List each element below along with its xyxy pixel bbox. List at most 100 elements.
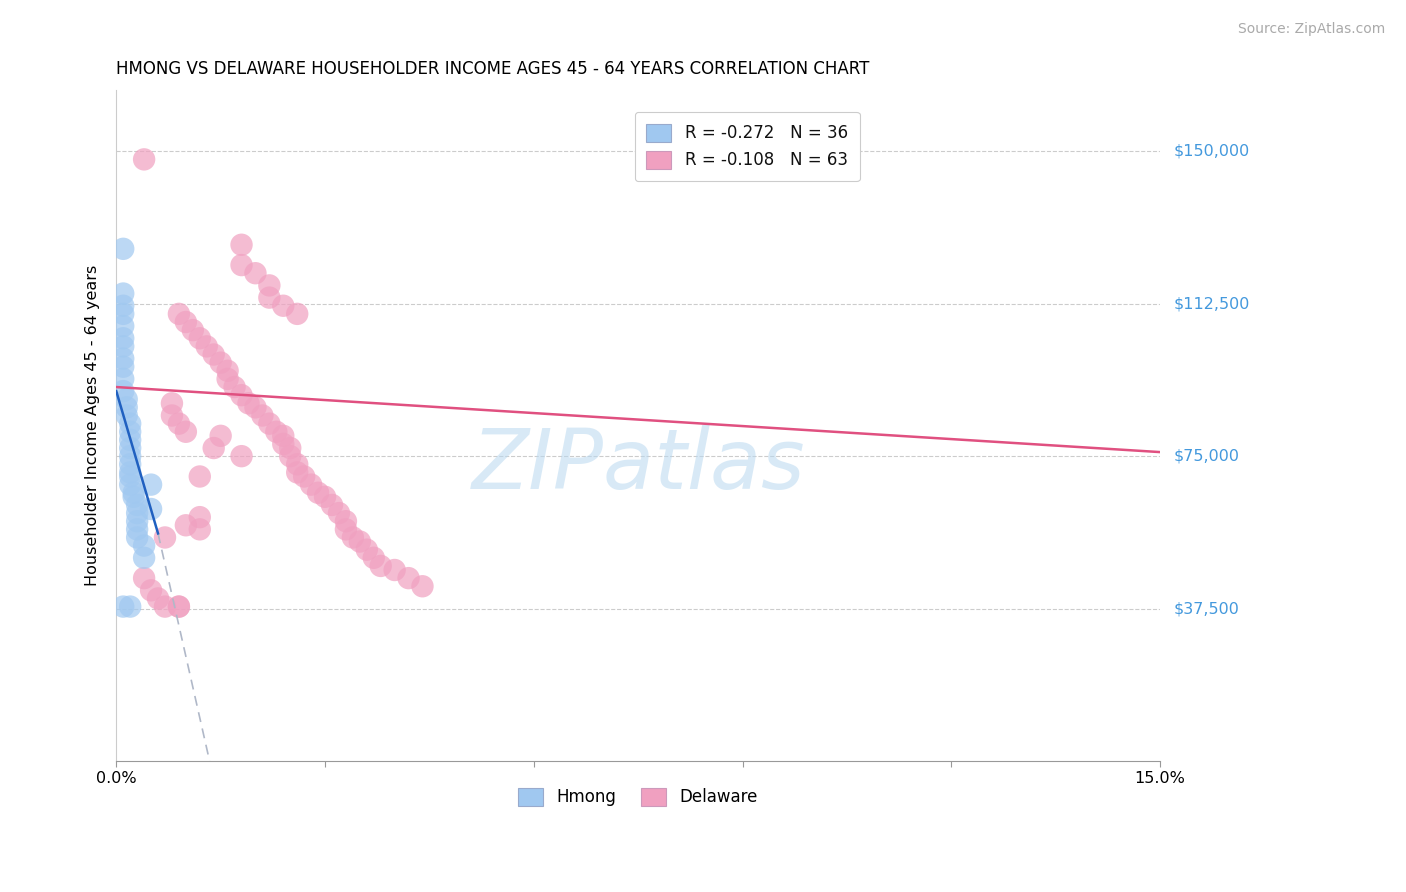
Point: [321, 498, 343, 512]
Point: [112, 384, 135, 398]
Point: [120, 441, 142, 455]
Point: [231, 449, 253, 463]
Point: [259, 278, 281, 293]
Point: [349, 534, 371, 549]
Point: [122, 490, 145, 504]
Point: [120, 433, 142, 447]
Point: [384, 563, 406, 577]
Point: [115, 401, 138, 415]
Point: [245, 401, 267, 415]
Text: ZIPatlas: ZIPatlas: [471, 425, 806, 507]
Point: [127, 531, 149, 545]
Point: [167, 599, 190, 614]
Text: $112,500: $112,500: [1174, 296, 1250, 311]
Point: [146, 591, 169, 606]
Point: [120, 466, 142, 480]
Point: [174, 518, 197, 533]
Point: [120, 469, 142, 483]
Point: [231, 258, 253, 272]
Point: [112, 372, 135, 386]
Point: [278, 441, 301, 455]
Point: [112, 299, 135, 313]
Point: [120, 449, 142, 463]
Point: [285, 466, 308, 480]
Point: [120, 477, 142, 491]
Point: [167, 417, 190, 431]
Point: [328, 506, 350, 520]
Point: [120, 417, 142, 431]
Point: [174, 315, 197, 329]
Y-axis label: Householder Income Ages 45 - 64 years: Householder Income Ages 45 - 64 years: [86, 265, 100, 586]
Point: [160, 409, 183, 423]
Point: [245, 266, 267, 280]
Legend: Hmong, Delaware: Hmong, Delaware: [512, 781, 765, 814]
Point: [356, 542, 378, 557]
Point: [342, 531, 364, 545]
Point: [174, 425, 197, 439]
Point: [153, 531, 176, 545]
Point: [285, 458, 308, 472]
Point: [132, 153, 155, 167]
Point: [266, 425, 288, 439]
Point: [122, 485, 145, 500]
Point: [112, 359, 135, 374]
Point: [132, 571, 155, 585]
Point: [112, 307, 135, 321]
Point: [224, 380, 246, 394]
Point: [285, 307, 308, 321]
Point: [335, 522, 357, 536]
Point: [132, 550, 155, 565]
Text: $150,000: $150,000: [1174, 144, 1250, 159]
Point: [167, 599, 190, 614]
Point: [112, 242, 135, 256]
Point: [112, 351, 135, 366]
Point: [259, 291, 281, 305]
Point: [127, 522, 149, 536]
Point: [292, 469, 315, 483]
Point: [139, 477, 162, 491]
Point: [115, 392, 138, 407]
Text: Source: ZipAtlas.com: Source: ZipAtlas.com: [1237, 22, 1385, 37]
Point: [209, 429, 232, 443]
Point: [132, 539, 155, 553]
Point: [115, 409, 138, 423]
Point: [398, 571, 420, 585]
Point: [231, 237, 253, 252]
Point: [217, 372, 239, 386]
Point: [153, 599, 176, 614]
Point: [195, 339, 218, 353]
Text: HMONG VS DELAWARE HOUSEHOLDER INCOME AGES 45 - 64 YEARS CORRELATION CHART: HMONG VS DELAWARE HOUSEHOLDER INCOME AGE…: [117, 60, 870, 78]
Point: [112, 286, 135, 301]
Point: [188, 522, 211, 536]
Point: [127, 514, 149, 528]
Point: [139, 583, 162, 598]
Point: [314, 490, 336, 504]
Point: [160, 396, 183, 410]
Point: [181, 323, 204, 337]
Point: [120, 599, 142, 614]
Text: $75,000: $75,000: [1174, 449, 1240, 464]
Point: [363, 550, 385, 565]
Point: [271, 437, 294, 451]
Point: [188, 331, 211, 345]
Point: [238, 396, 260, 410]
Point: [112, 599, 135, 614]
Point: [127, 506, 149, 520]
Point: [335, 514, 357, 528]
Point: [120, 458, 142, 472]
Point: [271, 429, 294, 443]
Point: [112, 319, 135, 334]
Point: [271, 299, 294, 313]
Point: [202, 441, 225, 455]
Text: $37,500: $37,500: [1174, 601, 1240, 616]
Point: [167, 307, 190, 321]
Point: [299, 477, 322, 491]
Point: [188, 510, 211, 524]
Point: [127, 498, 149, 512]
Point: [252, 409, 274, 423]
Point: [120, 425, 142, 439]
Point: [231, 388, 253, 402]
Point: [278, 449, 301, 463]
Point: [188, 469, 211, 483]
Point: [139, 502, 162, 516]
